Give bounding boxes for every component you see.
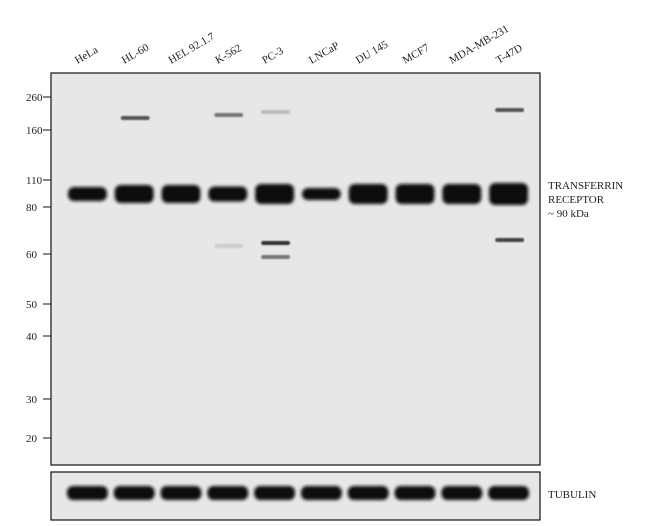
band [208,186,248,202]
faint-band [214,113,244,117]
marker-label: 80 [26,202,38,214]
marker-label: 20 [26,433,38,445]
tubulin-band [67,486,108,500]
faint-band [261,255,290,259]
band [348,184,388,204]
faint-band [120,116,150,120]
lane-label: HEL 92.1.7 [167,30,218,66]
band [161,185,201,203]
band [68,187,107,201]
lane-label: K-562 [213,42,243,66]
marker-label: 60 [26,249,38,261]
target-label: ~ 90 kDa [548,208,589,220]
lane-label: LNCaP [307,40,342,67]
band [302,188,341,200]
tubulin-band [488,486,529,500]
tubulin-band [301,486,342,500]
target-label: TRANSFERRIN [548,180,623,192]
band [489,183,528,205]
faint-band [214,244,244,248]
marker-label: 110 [26,175,43,187]
marker-label: 40 [26,331,38,343]
faint-band [495,238,524,242]
marker-label: 50 [26,299,38,311]
tubulin-band [207,486,249,500]
tubulin-band [394,486,436,500]
blot-panel [50,72,541,466]
lane-label: MCF7 [401,42,432,67]
band [114,185,154,203]
tubulin-band [441,486,483,500]
tubulin-band [113,486,155,500]
band [442,184,482,204]
marker-label: 260 [26,92,43,104]
faint-band [261,241,290,245]
faint-band [261,110,290,114]
lane-label: HL-60 [120,41,152,66]
band [395,184,435,204]
tubulin-band [160,486,202,500]
faint-band [495,108,524,112]
lane-label: DU 145 [354,38,391,66]
target-label: RECEPTOR [548,194,605,206]
lane-label: PC-3 [260,45,286,67]
tubulin-band [347,486,389,500]
lane-label: HeLa [73,44,100,67]
loading-control-label: TUBULIN [548,489,596,501]
marker-label: 30 [26,394,38,406]
lane-label: T-47D [494,42,525,67]
tubulin-band [254,486,295,500]
band [255,184,294,204]
marker-label: 160 [26,125,43,137]
